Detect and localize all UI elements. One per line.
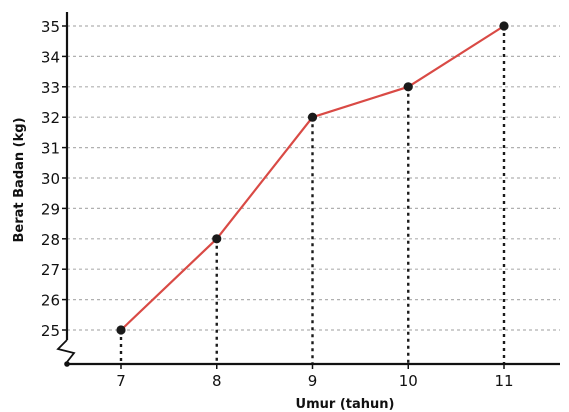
y-tick-label: 25	[41, 322, 60, 340]
y-tick-label: 30	[41, 170, 60, 188]
y-tick-label: 35	[41, 18, 60, 36]
y-axis-break	[58, 340, 74, 362]
x-tick-label: 8	[212, 372, 222, 390]
x-axis-label: Umur (tahun)	[296, 397, 395, 412]
y-tick-label: 27	[41, 261, 60, 279]
data-point-10	[404, 82, 413, 91]
y-tick-label: 33	[41, 79, 60, 97]
x-tick-label: 11	[494, 372, 513, 390]
axes	[58, 12, 560, 369]
data-point-11	[499, 21, 508, 30]
y-tick-label: 26	[41, 292, 60, 310]
y-tick-label: 34	[41, 48, 60, 66]
x-tick-label: 10	[399, 372, 418, 390]
y-tick-labels: 25 26 27 28 29 30 31 32 33 34 35	[41, 18, 60, 340]
drop-lines	[121, 26, 504, 364]
data-point-8	[212, 234, 221, 243]
axis-origin-dot	[64, 361, 70, 367]
y-tick-label: 32	[41, 109, 60, 127]
y-axis-label: Berat Badan (kg)	[12, 117, 27, 242]
x-tick-label: 7	[116, 372, 126, 390]
data-point-7	[116, 325, 125, 334]
y-tick-label: 31	[41, 140, 60, 158]
grid-lines	[67, 26, 560, 330]
y-tick-label: 29	[41, 200, 60, 218]
x-tick-label: 9	[308, 372, 318, 390]
y-tick-label: 28	[41, 231, 60, 249]
x-tick-labels: 7 8 9 10 11	[116, 372, 513, 390]
data-point-9	[308, 113, 317, 122]
